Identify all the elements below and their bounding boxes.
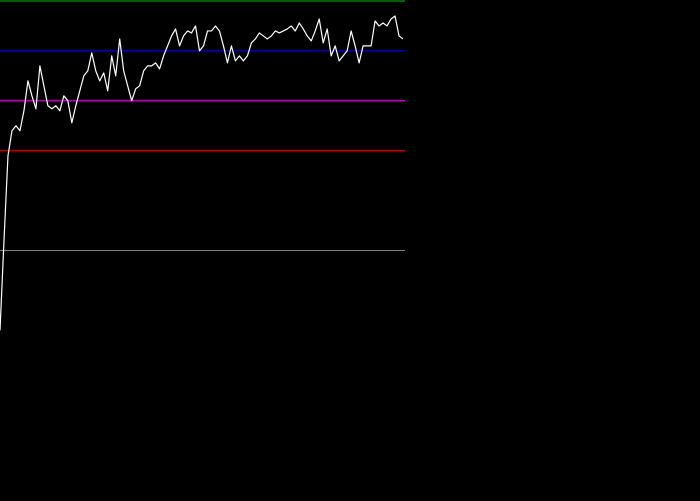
data-line xyxy=(0,15,404,331)
